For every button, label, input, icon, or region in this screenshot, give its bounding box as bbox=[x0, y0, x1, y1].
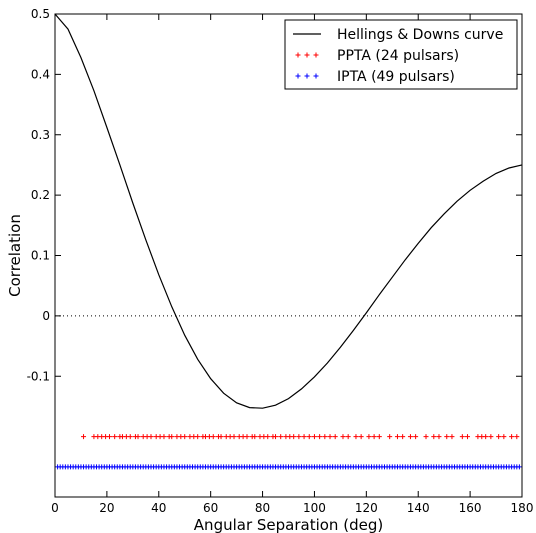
x-tick-label: 80 bbox=[255, 501, 270, 515]
data-point-1 bbox=[394, 434, 400, 440]
legend-item: PPTA (24 pulsars) bbox=[295, 48, 459, 64]
data-point-1 bbox=[291, 434, 297, 440]
data-point-1 bbox=[459, 434, 465, 440]
x-tick-label: 20 bbox=[99, 501, 114, 515]
data-point-1 bbox=[135, 434, 141, 440]
data-point-1 bbox=[306, 434, 312, 440]
data-point-1 bbox=[327, 434, 333, 440]
legend-marker-swatch bbox=[295, 52, 301, 58]
data-point-1 bbox=[413, 434, 419, 440]
data-point-1 bbox=[322, 434, 328, 440]
data-point-1 bbox=[301, 434, 307, 440]
series-0 bbox=[54, 13, 523, 409]
data-point-1 bbox=[195, 434, 201, 440]
data-point-1 bbox=[112, 434, 118, 440]
legend: Hellings & Downs curve PPTA (24 pulsars) I… bbox=[284, 19, 518, 90]
data-point-1 bbox=[345, 434, 351, 440]
data-point-1 bbox=[483, 434, 489, 440]
data-point-1 bbox=[509, 434, 515, 440]
data-point-1 bbox=[431, 434, 437, 440]
data-point-1 bbox=[169, 434, 175, 440]
data-point-1 bbox=[127, 434, 133, 440]
data-point-1 bbox=[436, 434, 442, 440]
data-point-1 bbox=[244, 434, 250, 440]
y-tick-label: 0.2 bbox=[31, 188, 50, 202]
data-point-1 bbox=[161, 434, 167, 440]
y-tick-label: 0 bbox=[42, 309, 50, 323]
data-point-1 bbox=[278, 434, 284, 440]
data-point-1 bbox=[182, 434, 188, 440]
series-1 bbox=[81, 434, 520, 440]
legend-marker-swatch bbox=[304, 73, 310, 79]
data-point-1 bbox=[366, 434, 372, 440]
y-axis-label: Correlation bbox=[6, 214, 24, 297]
series-2 bbox=[55, 464, 522, 470]
data-point-1 bbox=[496, 434, 502, 440]
data-point-1 bbox=[231, 434, 237, 440]
legend-label: Hellings & Downs curve bbox=[337, 27, 503, 43]
data-point-1 bbox=[387, 434, 393, 440]
data-point-1 bbox=[376, 434, 382, 440]
legend-item: Hellings & Downs curve bbox=[293, 27, 503, 43]
legend-label: PPTA (24 pulsars) bbox=[337, 48, 459, 64]
data-point-1 bbox=[106, 434, 112, 440]
x-tick-label: 0 bbox=[51, 501, 59, 515]
data-point-1 bbox=[423, 434, 429, 440]
legend-item: IPTA (49 pulsars) bbox=[295, 69, 455, 85]
legend-label: IPTA (49 pulsars) bbox=[337, 69, 455, 85]
data-point-2 bbox=[516, 464, 522, 470]
x-tick-label: 140 bbox=[407, 501, 430, 515]
y-tick-label: 0.1 bbox=[31, 249, 50, 263]
legend-marker-swatch bbox=[313, 52, 319, 58]
series-layer bbox=[54, 13, 523, 470]
y-tick-label: 0.5 bbox=[31, 7, 50, 21]
x-tick-label: 160 bbox=[459, 501, 482, 515]
legend-box bbox=[284, 19, 518, 90]
x-tick-label: 40 bbox=[151, 501, 166, 515]
data-point-1 bbox=[296, 434, 302, 440]
y-tick-label: -0.1 bbox=[27, 369, 50, 383]
data-point-1 bbox=[340, 434, 346, 440]
x-tick-label: 180 bbox=[511, 501, 534, 515]
data-point-1 bbox=[218, 434, 224, 440]
data-point-1 bbox=[501, 434, 507, 440]
hellings-downs-line bbox=[54, 13, 523, 409]
data-point-1 bbox=[488, 434, 494, 440]
y-tick-label: 0.3 bbox=[31, 128, 50, 142]
data-point-1 bbox=[252, 434, 258, 440]
y-tick-label: 0.4 bbox=[31, 67, 50, 81]
legend-marker-swatch bbox=[304, 52, 310, 58]
data-point-1 bbox=[81, 434, 87, 440]
ticks-layer: 0 20 40 60 80 100 120 140 160 180 -0.1 0 0.1 0.2 0.3 0.… bbox=[27, 7, 534, 515]
data-point-1 bbox=[449, 434, 455, 440]
x-tick-label: 60 bbox=[203, 501, 218, 515]
x-axis-label: Angular Separation (deg) bbox=[194, 516, 383, 533]
legend-marker-swatch bbox=[295, 73, 301, 79]
data-point-1 bbox=[265, 434, 271, 440]
data-point-1 bbox=[273, 434, 279, 440]
data-point-1 bbox=[317, 434, 323, 440]
data-point-1 bbox=[407, 434, 413, 440]
data-point-1 bbox=[148, 434, 154, 440]
legend-marker-swatch bbox=[313, 73, 319, 79]
data-point-1 bbox=[465, 434, 471, 440]
data-point-1 bbox=[332, 434, 338, 440]
data-point-1 bbox=[371, 434, 377, 440]
data-point-1 bbox=[400, 434, 406, 440]
data-point-1 bbox=[311, 434, 317, 440]
data-point-1 bbox=[514, 434, 520, 440]
data-point-1 bbox=[358, 434, 364, 440]
x-tick-label: 120 bbox=[355, 501, 378, 515]
x-tick-label: 100 bbox=[303, 501, 326, 515]
data-point-1 bbox=[444, 434, 450, 440]
data-point-1 bbox=[210, 434, 216, 440]
data-point-1 bbox=[353, 434, 359, 440]
